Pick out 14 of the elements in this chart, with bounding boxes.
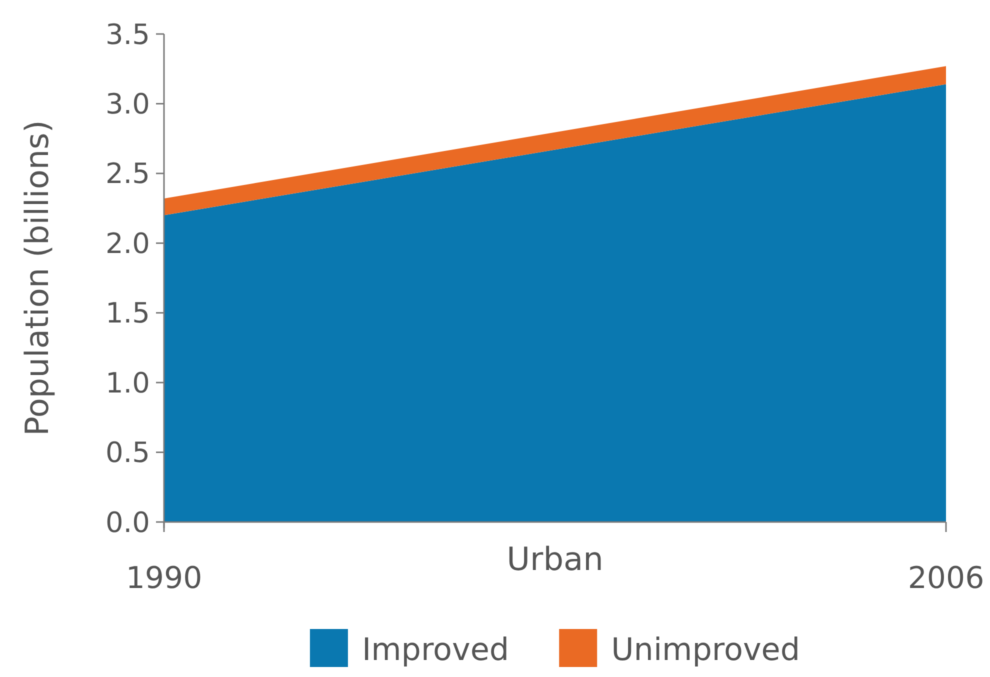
- legend-label: Improved: [362, 632, 510, 668]
- y-tick-label: 2.0: [105, 226, 150, 260]
- x-tick-label: 2006: [908, 561, 984, 596]
- legend-label: Unimproved: [611, 632, 800, 668]
- y-tick-label: 3.0: [105, 88, 150, 121]
- x-axis-title: Urban: [506, 540, 604, 578]
- y-axis-title: Population (billions): [18, 120, 56, 436]
- y-tick-label: 1.0: [105, 366, 150, 400]
- y-tick-label: 3.5: [105, 18, 150, 51]
- y-tick-label: 0.0: [105, 506, 150, 539]
- x-tick-label: 1990: [126, 561, 202, 596]
- y-tick-label: 0.5: [105, 436, 150, 470]
- y-tick-label: 1.5: [105, 296, 150, 330]
- y-tick-label: 2.5: [105, 157, 150, 190]
